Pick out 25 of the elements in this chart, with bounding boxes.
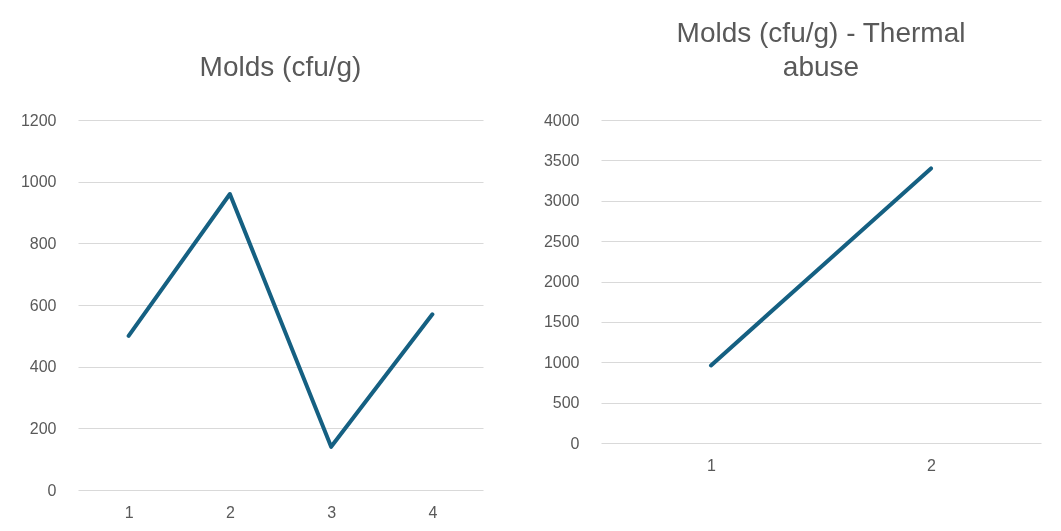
y-tick-label: 0 <box>570 434 580 452</box>
x-tick-label: 1 <box>124 503 134 521</box>
y-tick-label: 1000 <box>20 173 57 191</box>
x-tick-label: 2 <box>225 503 235 521</box>
y-tick-label: 800 <box>29 234 57 252</box>
chart-title: Molds (cfu/g) <box>199 51 362 82</box>
y-tick-label: 2500 <box>543 232 580 250</box>
y-tick-label: 600 <box>29 296 57 314</box>
y-tick-label: 1000 <box>543 353 580 371</box>
chart-title: Molds (cfu/g) - Thermal abuse <box>676 17 966 82</box>
y-tick-label: 500 <box>552 394 580 412</box>
line-series <box>126 192 435 449</box>
y-tick-label: 2000 <box>543 273 580 290</box>
y-tick-label: 1200 <box>20 111 57 129</box>
y-tick-label: 3500 <box>543 151 580 169</box>
y-tick-label: 0 <box>47 481 57 499</box>
x-tick-label: 3 <box>327 503 337 521</box>
y-tick-label: 400 <box>29 358 57 376</box>
y-tick-label: 1500 <box>543 313 580 331</box>
x-tick-label: 1 <box>707 456 717 474</box>
x-tick-label: 2 <box>927 456 937 474</box>
y-tick-label: 3000 <box>543 192 580 210</box>
y-tick-label: 200 <box>29 419 57 437</box>
y-tick-label: 4000 <box>543 111 580 129</box>
x-tick-label: 4 <box>428 503 438 521</box>
